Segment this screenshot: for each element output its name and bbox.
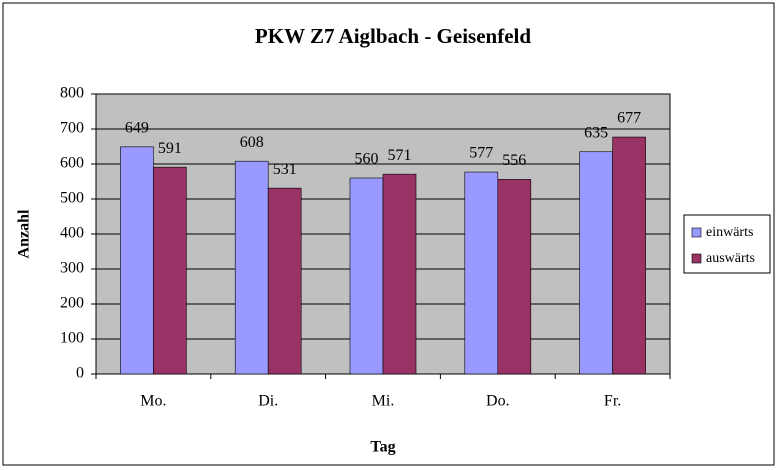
legend-label: einwärts (706, 225, 753, 240)
chart-title: PKW Z7 Aiglbach - Geisenfeld (255, 24, 531, 48)
y-tick-label: 300 (60, 260, 84, 277)
y-tick-label: 800 (60, 85, 84, 102)
bar (349, 177, 384, 375)
data-label: 577 (469, 145, 493, 162)
data-label: 531 (273, 161, 297, 178)
y-tick-label: 700 (60, 120, 84, 137)
y-tick-label: 0 (76, 365, 84, 382)
y-tick-label: 500 (60, 190, 84, 207)
bar (464, 171, 499, 375)
y-axis-label: Anzahl (16, 209, 33, 258)
x-tick-label: Mo. (140, 393, 166, 410)
legend-swatch (691, 227, 702, 238)
bar (153, 166, 187, 375)
legend-swatch (691, 253, 702, 264)
x-tick-label: Fr. (604, 393, 621, 410)
data-label: 649 (125, 120, 149, 137)
bar (120, 146, 154, 375)
bar (497, 179, 532, 375)
x-tick-label: Mi. (372, 393, 395, 410)
data-label: 556 (502, 152, 526, 169)
bar (612, 136, 646, 375)
bar (267, 187, 302, 375)
data-label: 677 (617, 110, 641, 127)
legend-label: auswärts (706, 251, 755, 266)
bar (579, 151, 613, 375)
data-label: 560 (355, 151, 379, 168)
data-label: 591 (158, 140, 182, 157)
x-axis-label: Tag (370, 439, 395, 456)
data-label: 571 (388, 147, 412, 164)
bar (382, 173, 417, 375)
bar (234, 160, 269, 375)
y-tick-label: 200 (60, 295, 84, 312)
y-tick-label: 600 (60, 155, 84, 172)
legend-box (683, 214, 771, 274)
x-tick-label: Do. (486, 393, 510, 410)
y-tick-label: 100 (60, 330, 84, 347)
data-label: 608 (240, 134, 264, 151)
y-tick-label: 400 (60, 225, 84, 242)
data-label: 635 (584, 124, 608, 141)
x-tick-label: Di. (258, 393, 278, 410)
